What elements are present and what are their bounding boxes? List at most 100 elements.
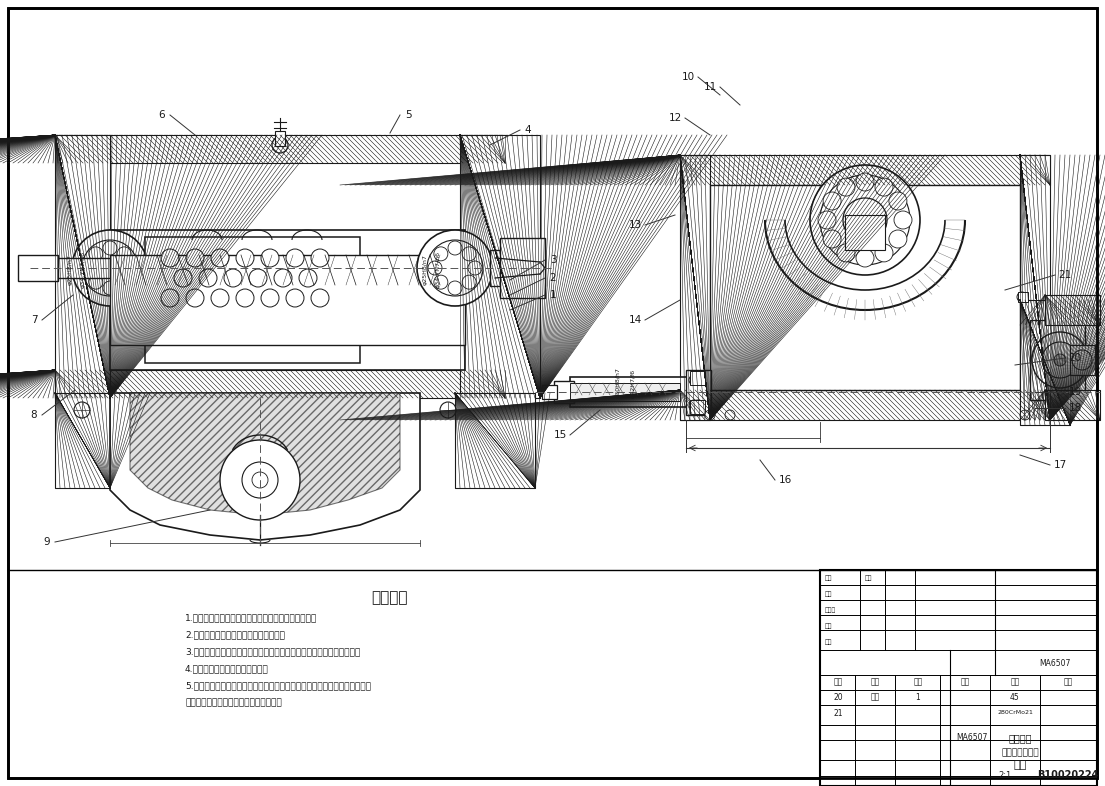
Bar <box>499 238 545 298</box>
Text: 日期: 日期 <box>864 575 872 581</box>
Text: 17: 17 <box>1053 460 1066 470</box>
Circle shape <box>272 137 288 153</box>
Text: 2.密封处不许漏油，壳体表面涂有油漆；: 2.密封处不许漏油，壳体表面涂有油漆； <box>185 630 285 640</box>
Bar <box>1030 320 1085 400</box>
Text: 16: 16 <box>778 475 791 485</box>
Text: 批改: 批改 <box>825 575 832 581</box>
Bar <box>18 255 57 281</box>
Circle shape <box>299 269 317 287</box>
Text: φ34.7N7/h6: φ34.7N7/h6 <box>435 252 441 288</box>
Bar <box>570 377 690 407</box>
Circle shape <box>836 178 855 196</box>
Circle shape <box>690 375 699 385</box>
Text: 3.装配前对零部件配合尺寸，特别是过盈配合尺寸及相关精度进行复查；: 3.装配前对零部件配合尺寸，特别是过盈配合尺寸及相关精度进行复查； <box>185 648 360 656</box>
Text: B10020224: B10020224 <box>1038 770 1098 780</box>
Circle shape <box>1054 354 1066 366</box>
Circle shape <box>888 230 907 248</box>
Circle shape <box>311 289 329 307</box>
Text: 20: 20 <box>833 692 843 701</box>
Text: 钉槽、螺栓头角、螺母和螺钉不得损坏。: 钉槽、螺栓头角、螺母和螺钉不得损坏。 <box>185 699 282 707</box>
Circle shape <box>83 261 97 275</box>
Circle shape <box>123 261 137 275</box>
Circle shape <box>818 211 836 229</box>
Text: 9: 9 <box>44 537 51 547</box>
Bar <box>460 135 540 398</box>
Circle shape <box>1042 342 1078 378</box>
Bar <box>680 155 711 420</box>
Text: 制图: 制图 <box>825 639 832 645</box>
Circle shape <box>161 249 179 267</box>
Bar <box>490 250 545 286</box>
Text: 校核: 校核 <box>825 591 832 597</box>
Text: 1: 1 <box>549 290 556 300</box>
Circle shape <box>224 269 242 287</box>
Circle shape <box>103 281 117 295</box>
Bar <box>1045 390 1099 420</box>
Circle shape <box>311 249 329 267</box>
Circle shape <box>448 241 462 255</box>
Bar <box>110 255 465 345</box>
Circle shape <box>261 289 278 307</box>
Bar <box>820 570 1097 786</box>
Text: 技术要求: 技术要求 <box>371 590 408 605</box>
Text: 19: 19 <box>1069 387 1082 397</box>
Bar <box>570 383 680 401</box>
Circle shape <box>220 440 299 520</box>
Circle shape <box>173 269 192 287</box>
Circle shape <box>286 249 304 267</box>
Text: 毕业设计: 毕业设计 <box>1008 733 1032 743</box>
Text: φ25H8/n7: φ25H8/n7 <box>422 255 428 285</box>
Text: 10: 10 <box>682 72 695 82</box>
Text: 螺母: 螺母 <box>871 692 880 701</box>
Circle shape <box>274 269 292 287</box>
Circle shape <box>810 165 920 275</box>
Circle shape <box>856 173 874 191</box>
Text: 3: 3 <box>549 255 556 265</box>
Bar <box>711 185 1020 390</box>
Circle shape <box>286 289 304 307</box>
Circle shape <box>88 275 103 289</box>
Bar <box>690 400 705 414</box>
Text: 审定: 审定 <box>825 623 832 629</box>
Text: 材料: 材料 <box>1010 678 1020 686</box>
Text: 图号: 图号 <box>914 678 923 686</box>
Circle shape <box>211 249 229 267</box>
Circle shape <box>236 249 254 267</box>
Polygon shape <box>130 393 400 515</box>
Circle shape <box>1072 350 1092 370</box>
Bar <box>1020 155 1050 420</box>
Text: 序号: 序号 <box>833 678 843 686</box>
Bar <box>55 135 505 163</box>
Bar <box>275 131 285 146</box>
Circle shape <box>74 402 90 418</box>
Bar <box>541 385 557 399</box>
Circle shape <box>242 462 278 498</box>
Circle shape <box>823 192 841 210</box>
Circle shape <box>894 211 912 229</box>
Circle shape <box>856 249 874 267</box>
Text: 总图: 总图 <box>1013 760 1027 770</box>
Circle shape <box>820 175 911 265</box>
Circle shape <box>161 289 179 307</box>
Circle shape <box>236 289 254 307</box>
Text: MA6507: MA6507 <box>1040 659 1071 667</box>
Circle shape <box>440 402 456 418</box>
Text: 14: 14 <box>629 315 642 325</box>
Text: 11: 11 <box>704 82 717 92</box>
Text: φ30H8/h7: φ30H8/h7 <box>615 368 621 399</box>
Circle shape <box>103 241 117 255</box>
Text: φ25H8/n7: φ25H8/n7 <box>67 255 73 285</box>
Bar <box>455 393 535 488</box>
Text: 1.零件在装配前必须清洗干净，壳体内涂有耐油油漆；: 1.零件在装配前必须清洗干净，壳体内涂有耐油油漆； <box>185 614 317 623</box>
Circle shape <box>117 275 131 289</box>
Text: 5.螺钉、螺栓和螺母紧固时，严禁打击或使用不合适的扳具和扳手，紧固后螺: 5.螺钉、螺栓和螺母紧固时，严禁打击或使用不合适的扳具和扳手，紧固后螺 <box>185 681 371 690</box>
Text: 1: 1 <box>916 692 920 701</box>
Bar <box>145 237 360 363</box>
Text: φ34.7N7/h6: φ34.7N7/h6 <box>81 252 85 288</box>
Circle shape <box>462 275 476 289</box>
Text: 名称: 名称 <box>960 678 969 686</box>
Circle shape <box>428 261 442 275</box>
Bar <box>1018 292 1028 302</box>
Text: 4.负荷性能试验按有关标准进行；: 4.负荷性能试验按有关标准进行； <box>185 664 269 674</box>
Bar <box>690 371 705 385</box>
